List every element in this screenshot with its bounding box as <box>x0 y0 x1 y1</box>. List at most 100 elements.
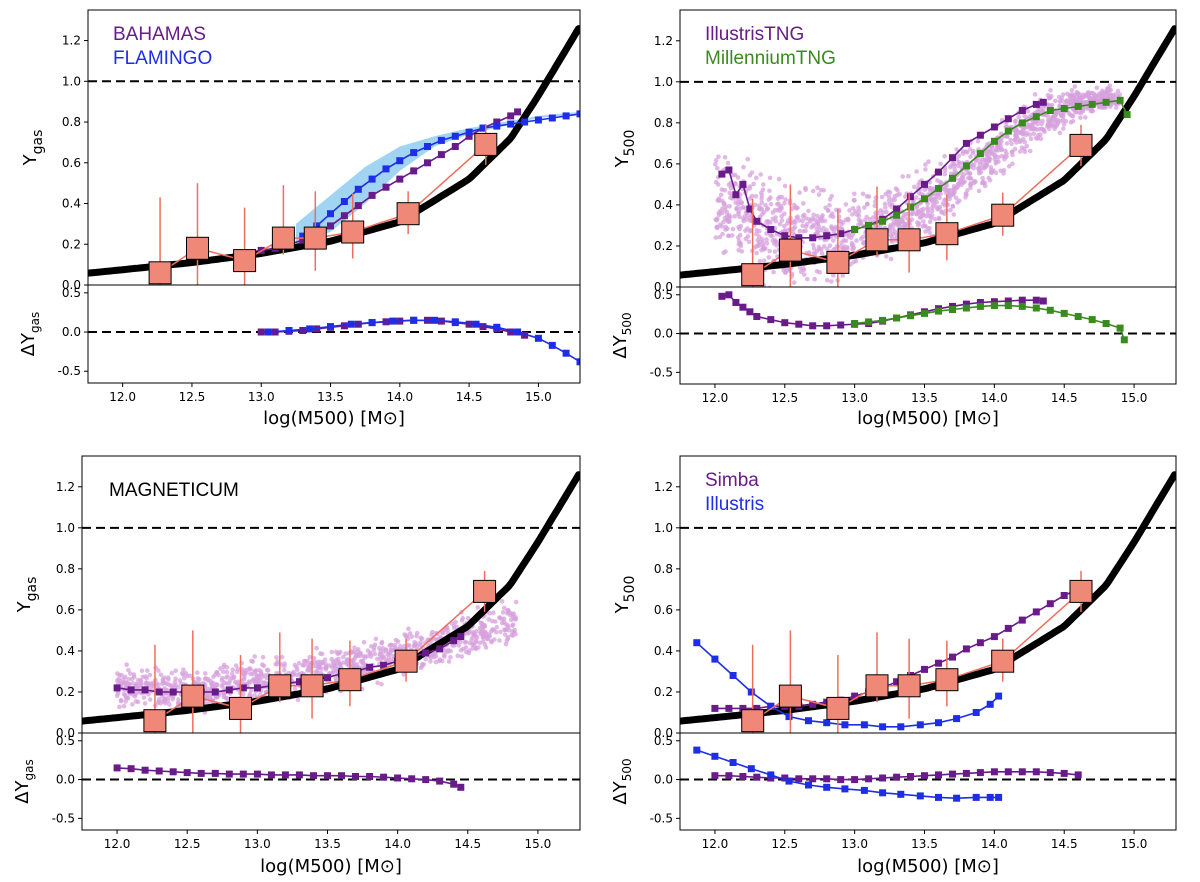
scatter-point <box>455 653 461 659</box>
scatter-point <box>825 246 830 252</box>
scatter-point <box>968 182 974 187</box>
observation-marker <box>991 203 1015 227</box>
scatter-point <box>753 194 759 199</box>
residual-point <box>747 765 755 773</box>
scatter-point <box>260 654 266 660</box>
data-point <box>907 203 914 211</box>
scatter-point <box>730 226 736 232</box>
scatter-point <box>805 276 810 282</box>
scatter-point <box>968 154 973 159</box>
residual-point <box>893 773 901 781</box>
scatter-point <box>1078 115 1083 121</box>
y-tick-label: 0.5 <box>654 288 673 302</box>
y-tick-label: 0.0 <box>654 327 673 341</box>
data-point <box>841 721 849 729</box>
scatter-point <box>860 240 866 246</box>
scatter-point <box>448 655 453 660</box>
data-point <box>851 226 859 233</box>
scatter-point <box>375 680 380 686</box>
residual-point <box>972 793 980 801</box>
scatter-point <box>250 659 256 664</box>
scatter-point <box>163 701 168 706</box>
scatter-point <box>850 206 856 211</box>
data-point <box>354 202 362 210</box>
scatter-point <box>816 192 822 197</box>
scatter-point <box>856 208 862 214</box>
scatter-point <box>946 188 951 193</box>
observation-marker <box>865 228 889 252</box>
data-point <box>823 719 831 727</box>
y-tick-label: 0.4 <box>654 644 673 658</box>
scatter-point <box>1057 130 1063 136</box>
scatter-point <box>372 651 378 657</box>
scatter-point <box>882 201 888 207</box>
scatter-point <box>867 216 873 222</box>
residual-point <box>962 304 970 312</box>
scatter-point <box>768 202 774 207</box>
residual-point <box>990 768 998 776</box>
scatter-point <box>282 663 287 669</box>
scatter-point <box>1028 125 1034 130</box>
scatter-point <box>765 206 770 211</box>
scatter-point <box>812 217 817 223</box>
scatter-point <box>751 181 756 187</box>
scatter-point <box>147 672 153 678</box>
scatter-point <box>131 672 137 677</box>
scatter-point <box>260 674 265 679</box>
x-tick-label: 13.0 <box>841 391 868 405</box>
scatter-point <box>232 679 238 685</box>
scatter-point <box>1074 90 1079 95</box>
scatter-point <box>997 141 1002 146</box>
top-plot-area <box>680 25 1176 287</box>
scatter-point <box>187 673 193 679</box>
data-point <box>1088 100 1096 108</box>
scatter-point <box>782 223 787 229</box>
scatter-point <box>498 629 503 635</box>
x-axis-label: log(M500) [M⊙] <box>263 408 405 429</box>
y-tick-label: 1.0 <box>56 521 75 535</box>
residual-axes-frame <box>81 732 581 831</box>
scatter-point <box>430 629 435 635</box>
data-point <box>893 205 901 213</box>
scatter-point <box>218 666 223 671</box>
scatter-point <box>319 651 325 657</box>
residual-point <box>879 774 887 782</box>
residual-point <box>907 773 914 780</box>
y-tick-label: 0.6 <box>654 603 673 617</box>
scatter-point <box>738 206 744 211</box>
top-plot-area <box>680 471 1176 733</box>
data-point <box>1018 119 1026 127</box>
scatter-point <box>977 162 983 167</box>
scatter-point <box>146 682 152 687</box>
residual-axis-label: ΔYgas <box>12 759 36 804</box>
scatter-point <box>955 181 961 187</box>
scatter-point <box>1003 148 1008 154</box>
scatter-point <box>951 192 956 197</box>
data-point <box>1018 107 1026 114</box>
residual-point <box>465 320 473 328</box>
scatter-point <box>926 159 931 164</box>
scatter-point <box>776 176 782 182</box>
y-tick-label: 0.0 <box>62 278 81 292</box>
scatter-point <box>723 224 729 230</box>
observation-marker <box>186 236 209 260</box>
data-point <box>879 217 887 225</box>
scatter-point <box>230 667 236 672</box>
residual-point <box>1004 768 1012 776</box>
residual-point <box>879 789 887 797</box>
scatter-point <box>264 675 270 681</box>
scatter-point <box>418 665 424 671</box>
flamingo-scatter-band <box>295 111 580 245</box>
residual-point <box>127 765 135 773</box>
data-point <box>990 123 998 131</box>
scatter-point <box>343 651 348 656</box>
data-point <box>746 205 754 213</box>
data-point <box>1032 113 1040 121</box>
residual-point <box>327 323 334 331</box>
y-tick-label: 0.8 <box>56 562 75 576</box>
residual-axis-label-sub: gas <box>28 312 42 333</box>
scatter-point <box>497 638 502 643</box>
scatter-point <box>741 218 746 224</box>
data-point <box>127 686 135 694</box>
observation-marker <box>741 263 765 287</box>
